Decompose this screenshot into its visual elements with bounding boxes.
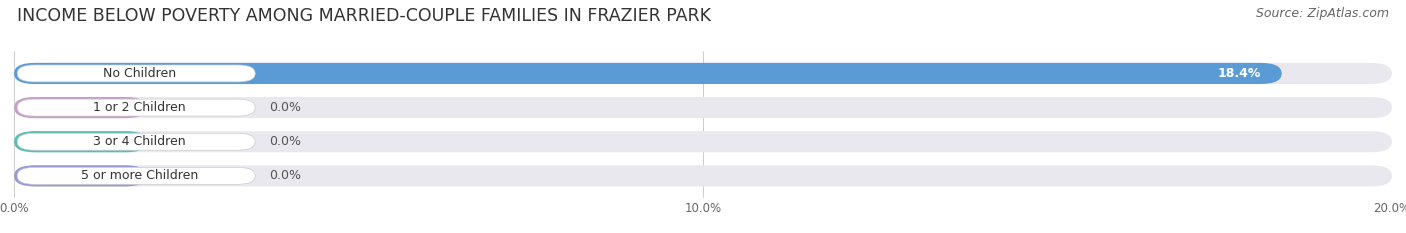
FancyBboxPatch shape <box>14 97 146 118</box>
FancyBboxPatch shape <box>14 165 146 186</box>
Text: 1 or 2 Children: 1 or 2 Children <box>93 101 186 114</box>
Text: 5 or more Children: 5 or more Children <box>80 169 198 182</box>
FancyBboxPatch shape <box>17 167 256 184</box>
FancyBboxPatch shape <box>14 165 1392 186</box>
FancyBboxPatch shape <box>14 131 146 152</box>
FancyBboxPatch shape <box>14 63 1392 84</box>
FancyBboxPatch shape <box>17 99 256 116</box>
FancyBboxPatch shape <box>14 63 1282 84</box>
Text: No Children: No Children <box>103 67 176 80</box>
Text: 0.0%: 0.0% <box>269 169 301 182</box>
Text: 3 or 4 Children: 3 or 4 Children <box>93 135 186 148</box>
FancyBboxPatch shape <box>17 133 256 150</box>
Text: INCOME BELOW POVERTY AMONG MARRIED-COUPLE FAMILIES IN FRAZIER PARK: INCOME BELOW POVERTY AMONG MARRIED-COUPL… <box>17 7 711 25</box>
FancyBboxPatch shape <box>14 131 1392 152</box>
FancyBboxPatch shape <box>17 65 256 82</box>
Text: 0.0%: 0.0% <box>269 135 301 148</box>
Text: Source: ZipAtlas.com: Source: ZipAtlas.com <box>1256 7 1389 20</box>
FancyBboxPatch shape <box>14 97 1392 118</box>
Text: 18.4%: 18.4% <box>1218 67 1261 80</box>
Text: 0.0%: 0.0% <box>269 101 301 114</box>
